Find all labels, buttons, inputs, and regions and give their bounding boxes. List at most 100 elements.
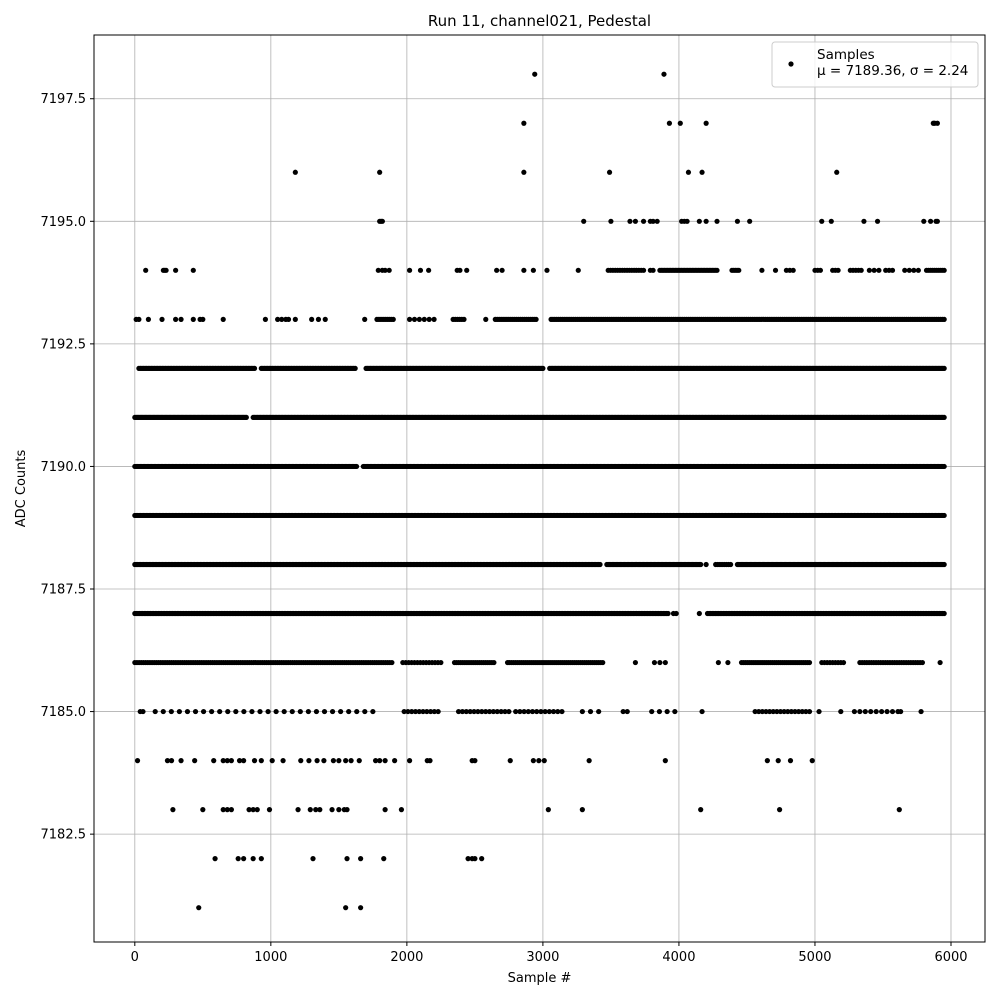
data-point: [258, 856, 264, 862]
data-point: [521, 120, 527, 126]
data-point: [597, 561, 603, 568]
data-point: [313, 807, 319, 813]
data-point: [305, 708, 311, 715]
data-point: [650, 218, 656, 224]
legend-series-stats: μ = 7189.36, σ = 2.24: [817, 63, 968, 79]
data-point: [785, 708, 791, 715]
data-point: [545, 807, 551, 813]
data-point: [241, 708, 247, 715]
data-point: [168, 758, 175, 764]
data-point: [228, 758, 234, 764]
data-point: [934, 120, 940, 126]
x-tick-label: 0: [131, 950, 139, 965]
data-point: [502, 708, 508, 715]
legend-marker: [788, 61, 794, 67]
data-point: [479, 708, 485, 715]
y-tick-label: 7192.5: [41, 337, 87, 352]
data-point: [734, 218, 741, 224]
data-point: [254, 807, 260, 813]
data-point: [665, 610, 671, 617]
data-point: [555, 708, 561, 715]
data-point: [464, 267, 470, 273]
data-point: [406, 267, 413, 273]
y-tick-label: 7187.5: [41, 583, 87, 598]
data-point: [338, 708, 344, 715]
data-point: [336, 758, 342, 764]
data-point: [424, 708, 430, 715]
data-point: [662, 758, 668, 764]
data-point: [251, 758, 258, 764]
data-point: [666, 120, 673, 126]
data-point: [714, 267, 720, 273]
data-point: [587, 708, 594, 715]
data-point: [490, 708, 497, 715]
data-point: [533, 316, 539, 322]
data-point: [819, 218, 825, 224]
data-point: [736, 267, 742, 273]
data-point: [521, 708, 527, 715]
data-point: [241, 758, 247, 764]
data-point: [209, 708, 215, 715]
data-point: [606, 169, 613, 175]
data-point: [685, 169, 692, 175]
data-point: [579, 807, 585, 813]
data-point: [382, 807, 388, 813]
data-point: [546, 708, 552, 715]
data-point: [217, 708, 223, 715]
data-point: [866, 267, 872, 273]
data-point: [314, 758, 320, 764]
data-point: [927, 218, 934, 224]
data-point: [906, 267, 912, 273]
data-point: [196, 905, 202, 911]
data-point: [416, 708, 422, 715]
data-point: [461, 316, 467, 322]
data-point: [370, 708, 376, 715]
data-point: [673, 610, 679, 617]
data-point: [650, 267, 656, 273]
data-point: [315, 316, 322, 322]
data-point: [285, 316, 292, 322]
data-point: [236, 758, 243, 764]
data-point: [457, 267, 463, 273]
data-point: [752, 708, 758, 715]
data-point: [356, 758, 362, 764]
data-point: [796, 708, 802, 715]
data-point: [941, 316, 947, 322]
data-point: [725, 659, 731, 666]
data-point: [879, 708, 885, 715]
data-point: [224, 807, 230, 813]
data-point: [250, 807, 256, 813]
data-point: [467, 708, 473, 715]
data-point: [307, 807, 313, 813]
data-point: [136, 316, 142, 322]
data-point: [382, 267, 388, 273]
data-point: [279, 316, 285, 322]
data-point: [498, 708, 504, 715]
data-point: [389, 659, 395, 666]
data-point: [840, 659, 847, 666]
x-tick-label: 4000: [662, 950, 695, 965]
data-point: [714, 218, 720, 224]
data-point: [703, 218, 709, 224]
data-point: [401, 708, 407, 715]
data-point: [322, 316, 328, 322]
data-point: [353, 463, 360, 470]
data-point: [763, 708, 769, 715]
data-point: [435, 708, 441, 715]
data-point: [295, 807, 301, 813]
data-point: [431, 708, 437, 715]
data-point: [298, 758, 304, 764]
data-point: [475, 708, 481, 715]
data-point: [426, 267, 432, 273]
data-point: [764, 758, 770, 764]
data-point: [330, 758, 337, 764]
data-point: [627, 218, 633, 224]
data-point: [494, 267, 500, 273]
data-point: [941, 561, 947, 568]
data-point: [235, 856, 241, 862]
data-point: [275, 316, 281, 322]
data-point: [788, 708, 794, 715]
data-point: [835, 267, 841, 273]
data-point: [192, 758, 198, 764]
data-point: [902, 267, 908, 273]
